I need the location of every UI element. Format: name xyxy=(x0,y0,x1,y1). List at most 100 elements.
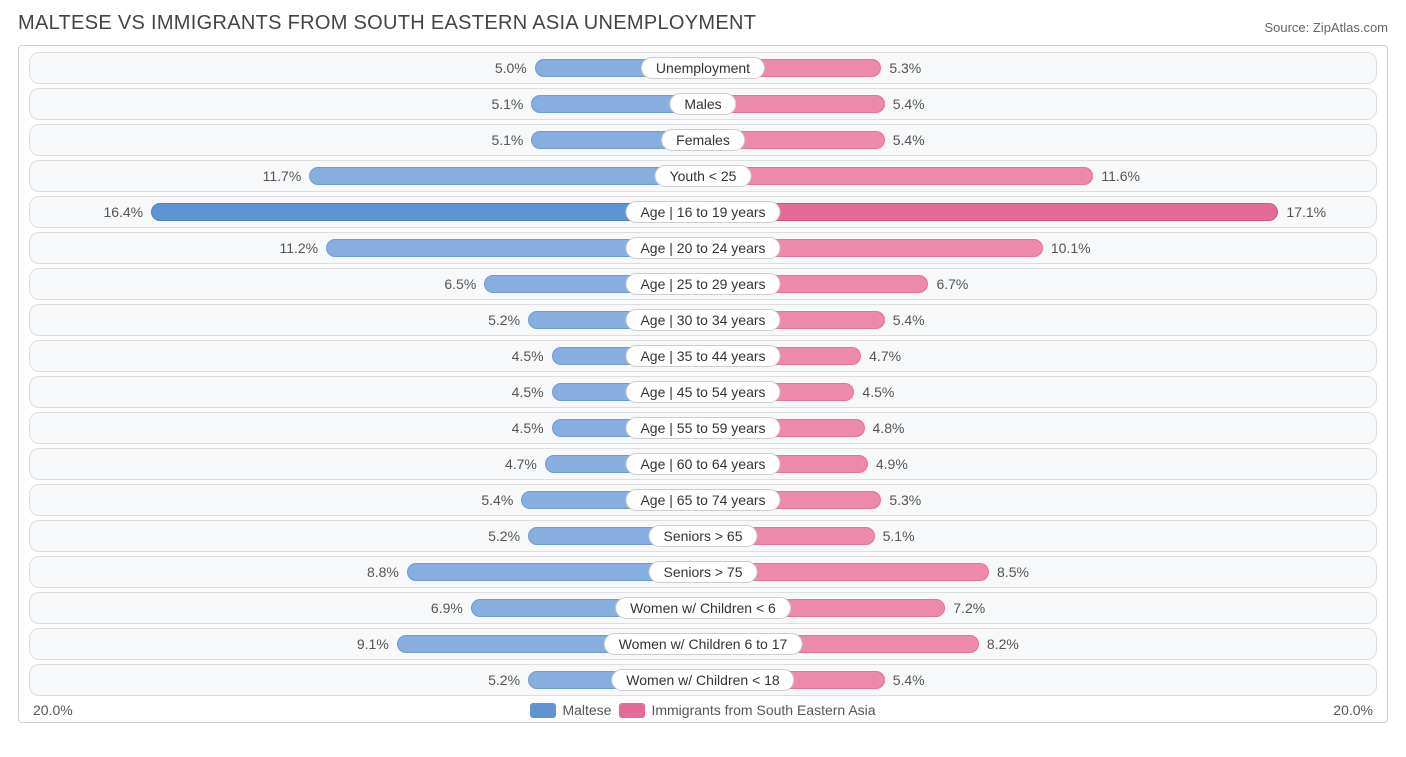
row-left-half: 5.2% xyxy=(30,305,703,335)
chart-row: 5.1% 5.4%Males xyxy=(29,88,1377,120)
row-right-half: 4.5% xyxy=(703,377,1376,407)
row-left-half: 5.4% xyxy=(30,485,703,515)
row-left-half: 5.2% xyxy=(30,665,703,695)
legend-swatch-left xyxy=(530,703,556,718)
row-right-half: 5.4% xyxy=(703,89,1376,119)
row-right-half: 5.3% xyxy=(703,53,1376,83)
row-right-value: 4.8% xyxy=(873,420,905,436)
row-left-half: 5.2% xyxy=(30,521,703,551)
row-category-label: Age | 60 to 64 years xyxy=(625,453,780,475)
row-right-half: 5.4% xyxy=(703,125,1376,155)
row-category-label: Seniors > 65 xyxy=(649,525,758,547)
row-left-half: 4.5% xyxy=(30,341,703,371)
row-category-label: Women w/ Children < 18 xyxy=(611,669,794,691)
chart-row: 5.0% 5.3% Unemployment xyxy=(29,52,1377,84)
row-left-value: 4.5% xyxy=(512,348,544,364)
row-category-label: Age | 16 to 19 years xyxy=(625,201,780,223)
row-right-bar xyxy=(703,203,1278,221)
row-right-value: 5.3% xyxy=(889,60,921,76)
row-right-half: 5.4% xyxy=(703,305,1376,335)
legend-label-left: Maltese xyxy=(562,702,611,718)
row-right-half: 10.1% xyxy=(703,233,1376,263)
legend-swatch-right xyxy=(619,703,645,718)
row-left-half: 9.1% xyxy=(30,629,703,659)
chart-row: 11.2% 10.1% Age | 20 to 24 years xyxy=(29,232,1377,264)
row-left-value: 9.1% xyxy=(357,636,389,652)
chart-row: 4.7% 4.9%Age | 60 to 64 years xyxy=(29,448,1377,480)
row-right-value: 6.7% xyxy=(936,276,968,292)
row-left-half: 8.8% xyxy=(30,557,703,587)
chart-row: 6.9% 7.2% Women w/ Children < 6 xyxy=(29,592,1377,624)
row-right-value: 5.3% xyxy=(889,492,921,508)
legend-label-right: Immigrants from South Eastern Asia xyxy=(651,702,875,718)
row-left-half: 4.5% xyxy=(30,377,703,407)
row-category-label: Females xyxy=(661,129,745,151)
row-left-half: 6.9% xyxy=(30,593,703,623)
row-category-label: Women w/ Children 6 to 17 xyxy=(604,633,803,655)
row-category-label: Age | 45 to 54 years xyxy=(625,381,780,403)
row-right-half: 5.1% xyxy=(703,521,1376,551)
chart-row: 11.7%11.6%Youth < 25 xyxy=(29,160,1377,192)
row-left-value: 5.1% xyxy=(491,96,523,112)
row-right-half: 4.8% xyxy=(703,413,1376,443)
row-category-label: Unemployment xyxy=(641,57,765,79)
row-left-value: 5.2% xyxy=(488,528,520,544)
chart-row: 4.5% 4.7% Age | 35 to 44 years xyxy=(29,340,1377,372)
row-category-label: Males xyxy=(669,93,736,115)
chart-rows: 5.0%5.3%Unemployment5.1%5.4%Males5.1%5.4… xyxy=(29,52,1377,696)
chart-row: 5.4% 5.3% Age | 65 to 74 years xyxy=(29,484,1377,516)
row-left-half: 4.5% xyxy=(30,413,703,443)
row-category-label: Women w/ Children < 6 xyxy=(615,597,791,619)
chart-row: 9.1% 8.2% Women w/ Children 6 to 17 xyxy=(29,628,1377,660)
row-category-label: Youth < 25 xyxy=(655,165,752,187)
row-right-value: 5.1% xyxy=(883,528,915,544)
row-right-half: 11.6% xyxy=(703,161,1376,191)
row-left-value: 5.2% xyxy=(488,672,520,688)
row-right-value: 11.6% xyxy=(1101,168,1140,184)
chart-row: 6.5%6.7%Age | 25 to 29 years xyxy=(29,268,1377,300)
chart-row: 5.2%5.4%Age | 30 to 34 years xyxy=(29,304,1377,336)
row-category-label: Age | 65 to 74 years xyxy=(625,489,780,511)
row-category-label: Age | 30 to 34 years xyxy=(625,309,780,331)
axis-max-right: 20.0% xyxy=(1333,702,1373,718)
chart-row: 5.2% 5.4%Women w/ Children < 18 xyxy=(29,664,1377,696)
row-category-label: Age | 35 to 44 years xyxy=(625,345,780,367)
row-left-value: 16.4% xyxy=(103,204,143,220)
row-category-label: Age | 25 to 29 years xyxy=(625,273,780,295)
legend-item-right: Immigrants from South Eastern Asia xyxy=(619,702,875,718)
row-left-value: 5.1% xyxy=(491,132,523,148)
row-left-value: 8.8% xyxy=(367,564,399,580)
legend-item-left: Maltese xyxy=(530,702,611,718)
row-category-label: Age | 20 to 24 years xyxy=(625,237,780,259)
row-right-half: 5.4% xyxy=(703,665,1376,695)
row-left-half: 16.4% xyxy=(30,197,703,227)
row-left-value: 4.5% xyxy=(512,420,544,436)
row-right-value: 4.7% xyxy=(869,348,901,364)
row-left-value: 6.9% xyxy=(431,600,463,616)
chart-container: 5.0%5.3%Unemployment5.1%5.4%Males5.1%5.4… xyxy=(18,45,1388,723)
row-left-half: 5.1% xyxy=(30,125,703,155)
row-right-value: 7.2% xyxy=(953,600,985,616)
row-right-half: 7.2% xyxy=(703,593,1376,623)
row-category-label: Seniors > 75 xyxy=(649,561,758,583)
axis-max-left: 20.0% xyxy=(33,702,73,718)
row-left-bar xyxy=(151,203,703,221)
chart-title: MALTESE VS IMMIGRANTS FROM SOUTH EASTERN… xyxy=(18,12,756,35)
row-right-bar xyxy=(703,167,1093,185)
row-right-value: 8.2% xyxy=(987,636,1019,652)
row-right-value: 10.1% xyxy=(1051,240,1091,256)
chart-row: 8.8%8.5%Seniors > 75 xyxy=(29,556,1377,588)
row-right-half: 4.9% xyxy=(703,449,1376,479)
row-right-half: 8.2% xyxy=(703,629,1376,659)
row-left-value: 11.2% xyxy=(279,240,318,256)
row-left-value: 5.0% xyxy=(495,60,527,76)
row-right-half: 6.7% xyxy=(703,269,1376,299)
row-left-bar xyxy=(309,167,703,185)
row-right-half: 17.1% xyxy=(703,197,1376,227)
chart-axis: 20.0% Maltese Immigrants from South East… xyxy=(29,702,1377,718)
row-right-half: 5.3% xyxy=(703,485,1376,515)
chart-row: 16.4% 17.1%Age | 16 to 19 years xyxy=(29,196,1377,228)
row-left-value: 4.5% xyxy=(512,384,544,400)
chart-row: 5.1% 5.4%Females xyxy=(29,124,1377,156)
row-left-value: 4.7% xyxy=(505,456,537,472)
